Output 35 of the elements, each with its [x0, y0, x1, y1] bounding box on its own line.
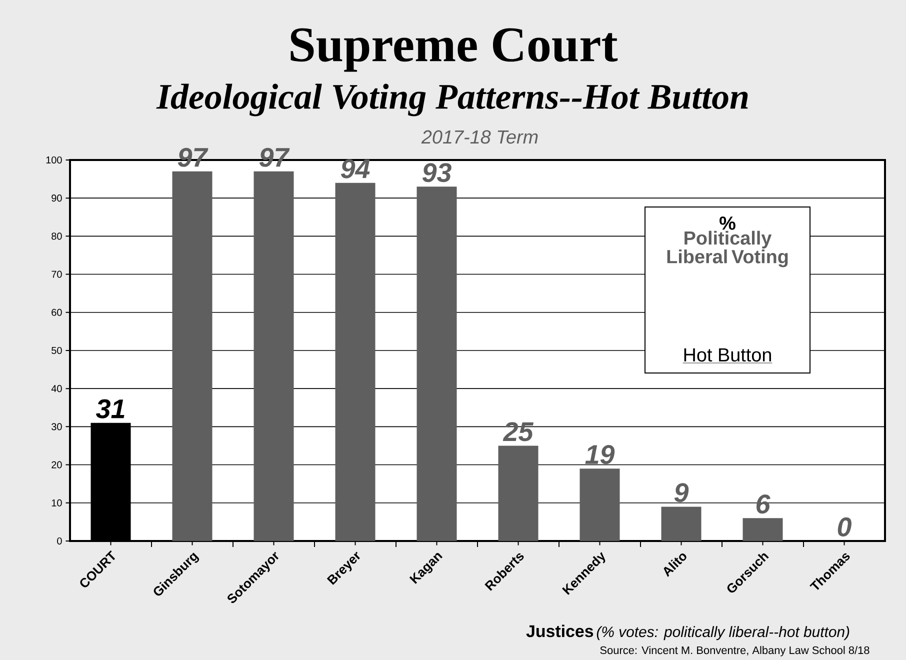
bar	[661, 506, 702, 541]
y-tick-label: 0	[57, 537, 62, 545]
source-note: Source: Vincent M. Bonventre, Albany Law School 8/18	[600, 646, 870, 656]
data-label: 93	[422, 163, 452, 182]
annotation: %	[720, 216, 736, 230]
data-label: 94	[340, 159, 370, 178]
bar	[498, 446, 538, 541]
bar	[254, 171, 294, 541]
y-tick-label: 70	[52, 270, 62, 278]
annotation: Hot Button	[684, 348, 771, 362]
chart-subtitle: Ideological Voting Patterns--Hot Button	[156, 84, 748, 116]
data-label: 31	[96, 399, 124, 418]
y-tick-label: 30	[52, 423, 62, 430]
y-tick-label: 90	[52, 194, 62, 202]
y-tick-label: 100	[46, 156, 62, 164]
chart-title: Supreme Court	[290, 28, 618, 72]
data-label: 0	[838, 517, 852, 536]
bar	[580, 468, 620, 541]
annotation: Politically Liberal Voting	[667, 230, 788, 268]
y-tick-label: 50	[52, 346, 62, 354]
y-tick-label: 10	[52, 499, 62, 506]
data-label: 25	[502, 422, 534, 442]
bar	[335, 182, 376, 541]
x-axis-title: Justices	[526, 624, 594, 638]
y-tick-label: 20	[52, 461, 62, 468]
text: 2017-18 Term	[421, 130, 538, 144]
y-tick-label: 40	[51, 385, 62, 392]
bar	[416, 186, 457, 541]
bar	[742, 518, 783, 541]
y-tick-label: 80	[52, 232, 62, 240]
y-tick-label: 60	[52, 308, 62, 316]
data-label: 19	[585, 445, 615, 464]
text: (% votes: politically liberal--hot button)	[596, 626, 850, 640]
bar	[172, 171, 212, 541]
data-label: 9	[674, 483, 689, 502]
